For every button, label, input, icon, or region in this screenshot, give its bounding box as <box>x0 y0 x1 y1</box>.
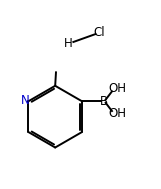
Text: OH: OH <box>109 82 127 95</box>
Text: Cl: Cl <box>94 26 105 39</box>
Text: B: B <box>100 95 108 108</box>
Text: N: N <box>21 94 29 107</box>
Text: H: H <box>63 37 72 50</box>
Text: OH: OH <box>109 107 127 120</box>
